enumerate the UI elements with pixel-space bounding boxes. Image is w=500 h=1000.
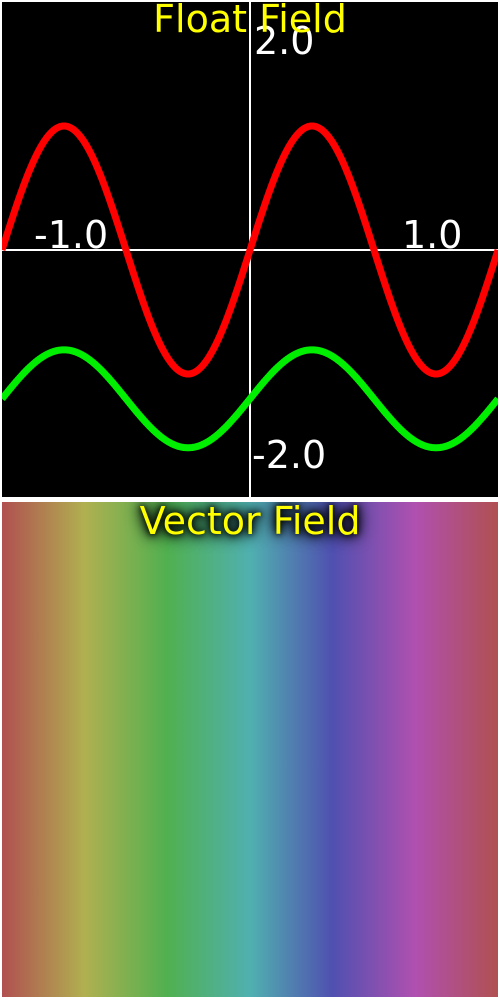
float-field-chart <box>2 2 498 497</box>
y-min-label: -2.0 <box>252 433 327 477</box>
x-max-label: 1.0 <box>402 213 463 257</box>
y-max-label: 2.0 <box>254 19 315 63</box>
vector-field-panel: Vector Field <box>2 502 498 997</box>
series-line-1 <box>2 122 498 378</box>
x-min-label: -1.0 <box>34 213 109 257</box>
series-line-2 <box>2 346 498 452</box>
float-field-panel: 2.0 -1.0 1.0 -2.0 Float Field <box>2 2 498 497</box>
vector-field-gradient <box>2 502 498 997</box>
float-field-title: Float Field <box>153 2 347 41</box>
vector-field-title: Vector Field <box>139 502 361 543</box>
series-group <box>2 122 498 452</box>
